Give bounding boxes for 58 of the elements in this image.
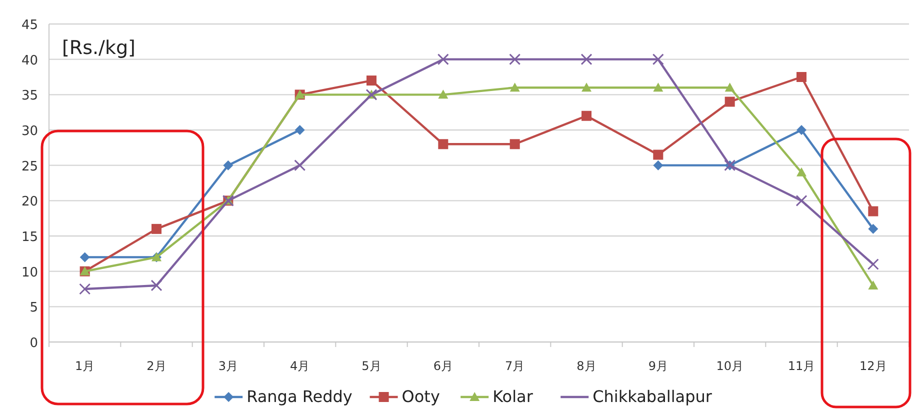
x-tick-label: 11月 xyxy=(788,359,816,373)
x-tick-label: 2月 xyxy=(146,359,166,373)
point xyxy=(652,54,664,66)
x-tick-label: 12月 xyxy=(860,359,887,373)
point xyxy=(796,125,806,135)
point xyxy=(796,167,806,176)
point xyxy=(223,160,234,170)
point xyxy=(510,139,520,150)
y-tick-label: 10 xyxy=(21,265,38,280)
y-tick-label: 0 xyxy=(30,336,38,351)
point xyxy=(796,194,808,206)
y-tick-label: 20 xyxy=(21,194,38,210)
point xyxy=(724,82,735,92)
point xyxy=(582,110,592,121)
point xyxy=(868,206,878,216)
point xyxy=(510,82,520,92)
point xyxy=(80,252,90,262)
y-tick-label: 45 xyxy=(21,18,38,33)
point xyxy=(294,160,306,172)
point xyxy=(582,82,592,92)
x-tick-label: 1月 xyxy=(75,359,95,373)
x-tick-label: 8月 xyxy=(576,359,596,373)
point xyxy=(294,125,305,135)
legend-label: Ranga Reddy xyxy=(246,387,352,406)
point xyxy=(509,54,521,66)
x-tick-label: 6月 xyxy=(433,359,453,373)
x-tick-label: 5月 xyxy=(362,359,382,373)
x-tick-label: 10月 xyxy=(716,359,744,373)
legend-label: Chikkaballapur xyxy=(592,387,712,406)
y-tick-label: 40 xyxy=(21,53,38,68)
point xyxy=(152,224,162,234)
y-tick-label: 35 xyxy=(21,88,38,104)
point xyxy=(724,96,735,107)
x-tick-label: 4月 xyxy=(290,359,310,373)
point xyxy=(438,90,448,99)
point xyxy=(868,224,878,234)
point xyxy=(150,280,162,292)
point xyxy=(868,280,878,290)
point xyxy=(867,258,879,270)
point xyxy=(653,160,664,170)
point xyxy=(653,82,664,92)
point xyxy=(438,139,448,150)
y-tick-label: 30 xyxy=(21,124,38,139)
point xyxy=(653,150,664,160)
point xyxy=(366,76,376,86)
y-tick-label: 15 xyxy=(21,230,38,245)
point xyxy=(580,54,592,66)
x-tick-label: 9月 xyxy=(648,359,668,373)
legend-label: Kolar xyxy=(492,387,534,406)
point xyxy=(79,283,91,295)
point xyxy=(796,72,806,82)
y-tick-label: 5 xyxy=(30,300,38,316)
y-axis-title: [Rs./kg] xyxy=(62,37,136,59)
x-tick-label: 3月 xyxy=(218,359,238,373)
point xyxy=(437,54,449,66)
y-tick-label: 25 xyxy=(21,159,38,174)
legend-label: Ooty xyxy=(402,387,440,406)
x-tick-label: 7月 xyxy=(505,359,525,373)
